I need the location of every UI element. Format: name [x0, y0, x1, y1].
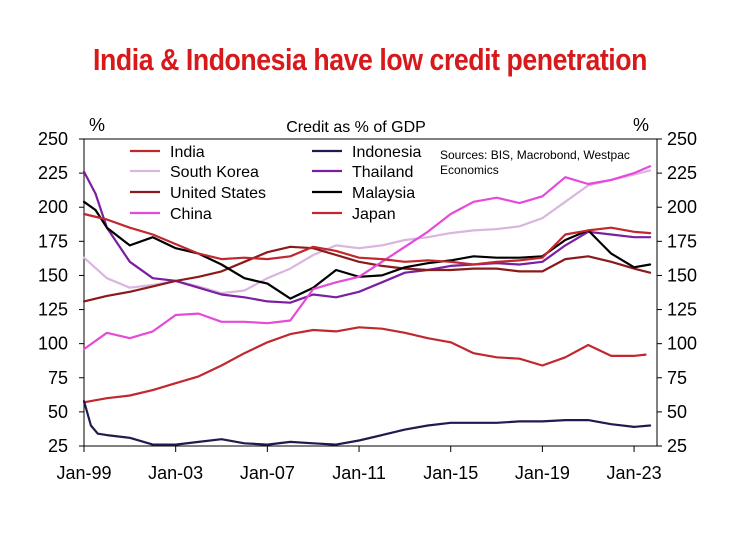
y-tick-label-left: 125	[38, 300, 68, 320]
y-tick-label-right: 25	[667, 436, 687, 456]
legend-label-indonesia: Indonesia	[352, 144, 421, 161]
y-tick-label-left: 200	[38, 197, 68, 217]
series-line-china	[82, 165, 652, 351]
series-line-thailand	[82, 170, 652, 304]
plot-frame	[83, 138, 658, 447]
y-tick-label-right: 175	[667, 231, 697, 251]
y-tick-label-left: 75	[48, 368, 68, 388]
x-tick-label: Jan-19	[515, 463, 570, 483]
legend-label-japan: Japan	[352, 206, 396, 223]
y-tick-label-right: 125	[667, 300, 697, 320]
left-unit-label: %	[89, 115, 105, 135]
x-tick-label: Jan-23	[607, 463, 662, 483]
chart-subtitle: Credit as % of GDP	[286, 119, 426, 136]
legend-label-india: India	[170, 144, 205, 161]
page-title: India & Indonesia have low credit penetr…	[93, 42, 647, 77]
y-tick-label-left: 175	[38, 231, 68, 251]
y-tick-label-left: 150	[38, 265, 68, 285]
y-tick-label-right: 75	[667, 368, 687, 388]
series-line-united-states	[82, 245, 652, 303]
legend: India Indonesia South Korea Thailand United …	[130, 144, 421, 223]
y-tick-label-left: 50	[48, 402, 68, 422]
source-note-line-2: Economics	[440, 163, 499, 177]
legend-label-thailand: Thailand	[352, 164, 413, 181]
series-line-india	[82, 326, 647, 404]
x-tick-label: Jan-11	[332, 463, 386, 483]
series-line-japan	[82, 212, 652, 266]
series-layer	[82, 165, 652, 446]
legend-label-malaysia: Malaysia	[352, 185, 415, 202]
y-tick-label-left: 25	[48, 436, 68, 456]
legend-label-united-states: United States	[170, 185, 266, 202]
y-tick-label-right: 225	[667, 163, 697, 183]
x-tick-label: Jan-99	[56, 463, 111, 483]
y-tick-label-right: 150	[667, 265, 697, 285]
source-note-line-1: Sources: BIS, Macrobond, Westpac	[440, 148, 630, 162]
x-tick-label: Jan-03	[148, 463, 203, 483]
y-tick-label-right: 250	[667, 129, 697, 149]
right-unit-label: %	[633, 115, 649, 135]
series-line-indonesia	[82, 399, 652, 446]
y-tick-label-right: 200	[667, 197, 697, 217]
legend-label-china: China	[170, 206, 212, 223]
x-tick-label: Jan-07	[240, 463, 295, 483]
y-tick-label-left: 100	[38, 334, 68, 354]
x-tick-label: Jan-15	[423, 463, 478, 483]
axes: 250 250 225 225 200 200 175 175 150 150 125 125 100 1…	[38, 129, 697, 483]
y-tick-label-left: 250	[38, 129, 68, 149]
y-tick-label-right: 50	[667, 402, 687, 422]
legend-label-south-korea: South Korea	[170, 164, 259, 181]
y-tick-label-right: 100	[667, 334, 697, 354]
y-tick-label-left: 225	[38, 163, 68, 183]
